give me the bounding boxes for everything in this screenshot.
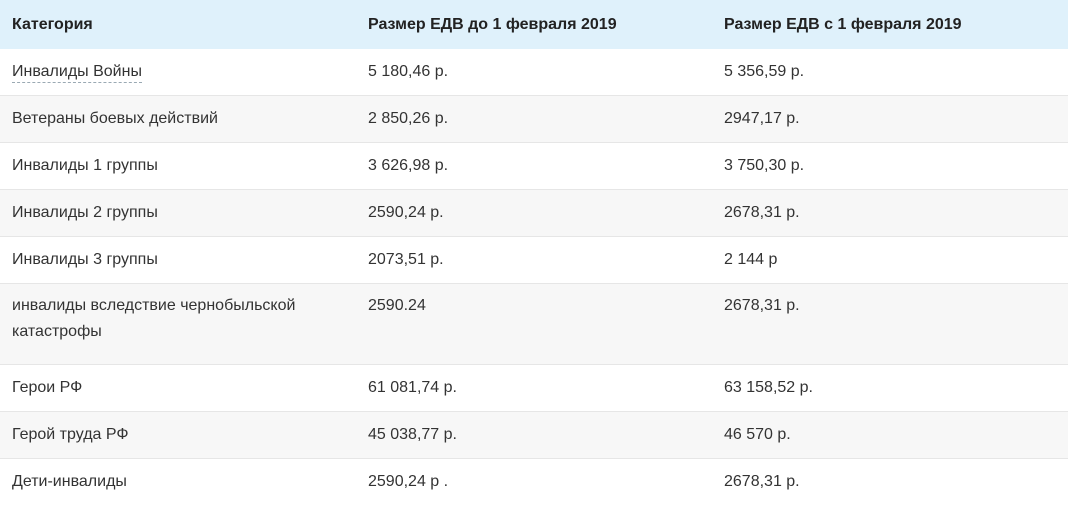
table-row: Инвалиды Войны 5 180,46 р. 5 356,59 р. bbox=[0, 49, 1068, 96]
value-after-cell: 46 570 р. bbox=[712, 412, 1068, 459]
table-body: Инвалиды Войны 5 180,46 р. 5 356,59 р. В… bbox=[0, 49, 1068, 505]
value-before-cell: 2 850,26 р. bbox=[356, 96, 712, 143]
table-row: Инвалиды 1 группы 3 626,98 р. 3 750,30 р… bbox=[0, 143, 1068, 190]
category-cell[interactable]: Инвалиды Войны bbox=[0, 49, 356, 96]
value-after-cell: 5 356,59 р. bbox=[712, 49, 1068, 96]
category-link[interactable]: Инвалиды Войны bbox=[12, 63, 142, 83]
value-after-cell: 63 158,52 р. bbox=[712, 365, 1068, 412]
table-row: Герои РФ 61 081,74 р. 63 158,52 р. bbox=[0, 365, 1068, 412]
header-before: Размер ЕДВ до 1 февраля 2019 bbox=[356, 0, 712, 49]
header-after: Размер ЕДВ с 1 февраля 2019 bbox=[712, 0, 1068, 49]
category-cell: Герои РФ bbox=[0, 365, 356, 412]
value-before-cell: 61 081,74 р. bbox=[356, 365, 712, 412]
table-row: Ветераны боевых действий 2 850,26 р. 294… bbox=[0, 96, 1068, 143]
value-before-cell: 5 180,46 р. bbox=[356, 49, 712, 96]
category-cell: Инвалиды 2 группы bbox=[0, 190, 356, 237]
table-header: Категория Размер ЕДВ до 1 февраля 2019 Р… bbox=[0, 0, 1068, 49]
value-after-cell: 2678,31 р. bbox=[712, 284, 1068, 365]
category-cell: Герой труда РФ bbox=[0, 412, 356, 459]
category-cell: Инвалиды 3 группы bbox=[0, 237, 356, 284]
value-after-cell: 2678,31 р. bbox=[712, 459, 1068, 505]
value-before-cell: 2590,24 р. bbox=[356, 190, 712, 237]
table-row: Инвалиды 3 группы 2073,51 р. 2 144 р bbox=[0, 237, 1068, 284]
category-cell: Ветераны боевых действий bbox=[0, 96, 356, 143]
value-before-cell: 45 038,77 р. bbox=[356, 412, 712, 459]
value-before-cell: 2073,51 р. bbox=[356, 237, 712, 284]
value-before-cell: 2590,24 р . bbox=[356, 459, 712, 505]
table-row: Дети-инвалиды 2590,24 р . 2678,31 р. bbox=[0, 459, 1068, 505]
category-cell: инвалиды вследствие чернобыльской катаст… bbox=[0, 284, 356, 365]
value-after-cell: 2947,17 р. bbox=[712, 96, 1068, 143]
value-before-cell: 3 626,98 р. bbox=[356, 143, 712, 190]
value-before-cell: 2590.24 bbox=[356, 284, 712, 365]
table-row: Герой труда РФ 45 038,77 р. 46 570 р. bbox=[0, 412, 1068, 459]
header-category: Категория bbox=[0, 0, 356, 49]
table-row: инвалиды вследствие чернобыльской катаст… bbox=[0, 284, 1068, 365]
header-row: Категория Размер ЕДВ до 1 февраля 2019 Р… bbox=[0, 0, 1068, 49]
category-cell: Инвалиды 1 группы bbox=[0, 143, 356, 190]
value-after-cell: 2 144 р bbox=[712, 237, 1068, 284]
value-after-cell: 2678,31 р. bbox=[712, 190, 1068, 237]
category-cell: Дети-инвалиды bbox=[0, 459, 356, 505]
value-after-cell: 3 750,30 р. bbox=[712, 143, 1068, 190]
table-row: Инвалиды 2 группы 2590,24 р. 2678,31 р. bbox=[0, 190, 1068, 237]
